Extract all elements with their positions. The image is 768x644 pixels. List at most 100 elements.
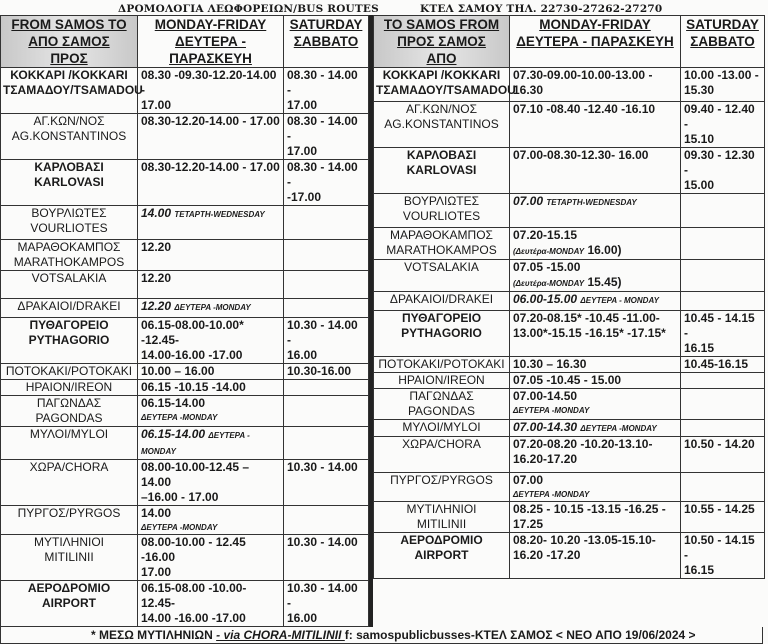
- place-name: ΒΟΥΡΛΙΩΤΕΣ: [403, 194, 480, 208]
- weekday-times: 12.20: [141, 240, 172, 254]
- place-name: ΠΥΡΓΟΣ/PYRGOS: [17, 506, 121, 520]
- place-cell: ΜΥΛΟΙ/MYLOI: [373, 419, 510, 437]
- place-name: ΑΓ.ΚΩΝ/ΝΟΣ: [405, 102, 478, 116]
- place-name: ΠΥΘΑΓΟΡΕΙΟ: [401, 311, 482, 325]
- place-name: ΠΑΓΩΝΔΑΣ: [36, 396, 102, 410]
- saturday-times-cell: [680, 472, 765, 502]
- weekday-times-cell: 14.00 ΔΕΥΤΕΡΑ -MONDAY: [137, 505, 284, 535]
- weekday-times: 06.00-15.00: [513, 292, 578, 306]
- saturday-times: 16.00: [287, 611, 318, 625]
- saturday-times: 09.30 - 12.30 -: [684, 148, 755, 177]
- monday-note: (Δευτέρα-MONDAY: [513, 247, 585, 256]
- saturday-times-cell: 09.40 - 12.40 -15.10: [680, 101, 765, 148]
- table-row: ΠΥΡΓΟΣ/PYRGOS 14.00 ΔΕΥΤΕΡΑ -MONDAY: [0, 505, 369, 535]
- table-row: ΜΥΛΟΙ/MYLOI 06.15-14.00 ΔΕΥΤΕΡΑ -MONDAY: [0, 426, 369, 460]
- saturday-times-cell: 09.30 - 12.30 -15.00: [680, 147, 765, 194]
- table-row: ΠΟΤΟΚΑΚΙ/POTOKAKI 10.00 – 16.00 10.30-16.0…: [0, 363, 369, 380]
- place-name: ΚΟΚΚΑΡΙ /KOKKARI: [382, 68, 501, 82]
- weekday-times-cell: 08.30-12.20-14.00 - 17.00: [137, 159, 284, 206]
- weekday-times: 07.20-15.15: [513, 228, 578, 242]
- weekday-times: 08.00-10.00 - 12.45 -16.00: [141, 535, 246, 564]
- header-label: SATURDAY: [686, 17, 759, 32]
- place-cell: ΚΑΡΛΟΒΑΣΙ KARLOVASI: [373, 147, 510, 194]
- footer-source: f: samospublicbusses-ΚΤΕΛ ΣΑΜΟΣ < ΝΕΟ ΑΠ…: [344, 628, 696, 642]
- table-row: ΧΩΡΑ/CHORA 08.00-10.00-12.45 – 14.00 –16.0…: [0, 459, 369, 506]
- table-row: ΠΥΘΑΓΟΡΕΙΟ PYTHAGORIO 07.20-08.15* -10.45 …: [373, 310, 765, 357]
- place-cell: ΗΡΑΙΟΝ/IREON: [373, 372, 510, 389]
- saturday-times: 17.00: [287, 98, 318, 112]
- place-name: ΠΥΡΓΟΣ/PYRGOS: [390, 473, 493, 487]
- weekday-times-cell: 07.00-08.30-12.30- 16.00: [509, 147, 681, 194]
- weekday-times-cell: 12.20 ΔΕΥΤΕΡΑ -MONDAY: [137, 298, 284, 318]
- day-note: ΔΕΥΤΕΡΑ -MONDAY: [513, 490, 590, 499]
- place-cell: ΜΑΡΑΘΟΚΑΜΠΟΣ MARATHOKAMPOS: [0, 239, 138, 271]
- place-name: VOTSALAKIA: [404, 260, 479, 274]
- weekday-times-cell: 07.00-14.30 ΔΕΥΤΕΡΑ -MONDAY: [509, 419, 681, 437]
- saturday-times-cell: [283, 505, 369, 535]
- weekday-times-cell: 14.00 ΤΕΤΑΡΤΗ-WEDNESDAY: [137, 205, 284, 240]
- place-cell: ΒΟΥΡΛΙΩΤΕΣ VOURLIOTES: [373, 193, 510, 228]
- weekday-times: 07.05 -10.45 - 15.00: [513, 373, 622, 387]
- place-name: ΑΕΡΟΔΡΟΜΙΟ: [27, 581, 111, 595]
- place-name: AIRPORT: [42, 596, 96, 610]
- weekday-times-cell: 08.30-12.20-14.00 - 17.00: [137, 113, 284, 160]
- saturday-times-cell: [680, 291, 765, 311]
- ktel-phone-header: ΚΤΕΛ ΣΑΜΟΥ ΤΗΛ. 22730-27262-27270: [420, 3, 663, 15]
- day-note: ΔΕΥΤΕΡΑ -MONDAY: [580, 424, 657, 433]
- saturday-times-cell: 10.00 -13.00 -15.30: [680, 67, 765, 102]
- table-row: ΚΟΚΚΑΡΙ /KOKKARI ΤΣΑΜΑΔΟΥ/TSAMADOU 08.30 -…: [0, 67, 369, 114]
- saturday-times: 10.30 - 14.00 -: [287, 581, 358, 610]
- page-title: ΔΡΟΜΟΛΟΓΙΑ ΛΕΩΦΟΡΕΙΩΝ/BUS ROUTES: [118, 3, 379, 15]
- footer-note: * ΜΕΣΩ ΜΥΤΙΛΗΝΙΩΝ - via CHORA-MITILINII …: [0, 627, 763, 644]
- saturday-times: 16.15: [684, 341, 715, 355]
- weekday-times: 07.00-14.50: [513, 389, 578, 403]
- weekday-times: 16.20-17.20: [513, 452, 578, 466]
- header-label: TO SAMOS FROM: [383, 17, 500, 32]
- place-name: PAGONDAS: [35, 411, 103, 425]
- weekday-times-cell: 07.20-08.15* -10.45 -11.00- 13.00*-15.15 …: [509, 310, 681, 357]
- weekday-times: 06.15-14.00: [141, 396, 206, 410]
- place-name: ΠΟΤΟΚΑΚΙ/POTOKAKI: [378, 357, 505, 371]
- timetable: FROM SAMOS TO ΑΠΟ ΣΑΜΟΣ ΠΡΟΣ MONDAY-FRIDAY Δ…: [0, 15, 765, 627]
- saturday-times-cell: [283, 270, 369, 299]
- place-cell: ΠΟΤΟΚΑΚΙ/POTOKAKI: [373, 356, 510, 373]
- weekday-times: 08.30-12.20-14.00 - 17.00: [141, 160, 280, 174]
- place-name: ΔΡΑΚΑΙΟΙ/DRAKEI: [17, 299, 121, 313]
- header-label: ΠΡΟΣ: [50, 51, 88, 66]
- day-note: ΔΕΥΤΕΡΑ -MONDAY: [141, 413, 218, 422]
- saturday-times-cell: [680, 259, 765, 292]
- saturday-times: 08.30 - 14.00 -: [287, 160, 358, 189]
- weekday-times: 08.00-10.00-12.45 – 14.00: [141, 460, 250, 489]
- place-name: ΗΡΑΙΟΝ/IREON: [398, 373, 485, 387]
- saturday-times: 10.45-16.15: [684, 357, 749, 371]
- saturday-times-cell: 08.30 - 14.00 -17.00: [283, 67, 369, 114]
- weekday-times: 07.20-08.20 -10.20-13.10-: [513, 437, 653, 451]
- header-label: ΔΕΥΤΕΡΑ - ΠΑΡΑΣΚΕΥΗ: [516, 34, 674, 49]
- weekday-times-cell: 07.20-08.20 -10.20-13.10- 16.20-17.20: [509, 436, 681, 473]
- footer-via: - via CHORA-MITILINII: [216, 628, 345, 642]
- saturday-times-cell: 10.45 - 14.15 -16.15: [680, 310, 765, 357]
- table-row: ΑΕΡΟΔΡΟΜΙΟ AIRPORT 06.15-08.00 -10.00-12.4…: [0, 580, 369, 627]
- saturday-times-cell: [283, 395, 369, 427]
- table-row: ΒΟΥΡΛΙΩΤΕΣ VOURLIOTES 07.00 ΤΕΤΑΡΤΗ-WEDNES…: [373, 193, 765, 228]
- saturday-times: 08.30 - 14.00 -: [287, 114, 358, 143]
- table-row: ΜΑΡΑΘΟΚΑΜΠΟΣ MARATHOKAMPOS 12.20: [0, 239, 369, 271]
- weekday-times-cell: 07.05 -15.00 (Δευτέρα-MONDAY 15.45): [509, 259, 681, 292]
- weekday-times-cell: 12.20: [137, 239, 284, 271]
- place-name: ΠΥΘΑΓΟΡΕΙΟ: [29, 318, 109, 332]
- saturday-column-header: SATURDAY ΣΑΒΒΑΤΟ: [680, 15, 765, 68]
- table-row: VOTSALAKIA 07.05 -15.00 (Δευτέρα-MONDAY 15…: [373, 259, 765, 292]
- header-label: ΣΑΒΒΑΤΟ: [690, 34, 755, 49]
- table-row: ΗΡΑΙΟΝ/IREON 07.05 -10.45 - 15.00: [373, 372, 765, 389]
- place-cell: ΠΥΡΓΟΣ/PYRGOS: [0, 505, 138, 535]
- saturday-column-header: SATURDAY ΣΑΒΒΑΤΟ: [283, 15, 369, 68]
- table-row: VOTSALAKIA 12.20: [0, 270, 369, 299]
- place-name: KARLOVASI: [406, 163, 477, 177]
- weekday-times: 13.00*-15.15 -16.15* -17.15*: [513, 326, 666, 340]
- header-label: SATURDAY: [289, 17, 363, 32]
- saturday-times: 10.50 - 14.20: [684, 437, 755, 451]
- monday-time: 16.00): [584, 243, 622, 257]
- saturday-times-cell: 10.30 - 14.00: [283, 459, 369, 506]
- saturday-times-cell: 10.45-16.15: [680, 356, 765, 373]
- place-cell: ΔΡΑΚΑΙΟΙ/DRAKEI: [0, 298, 138, 318]
